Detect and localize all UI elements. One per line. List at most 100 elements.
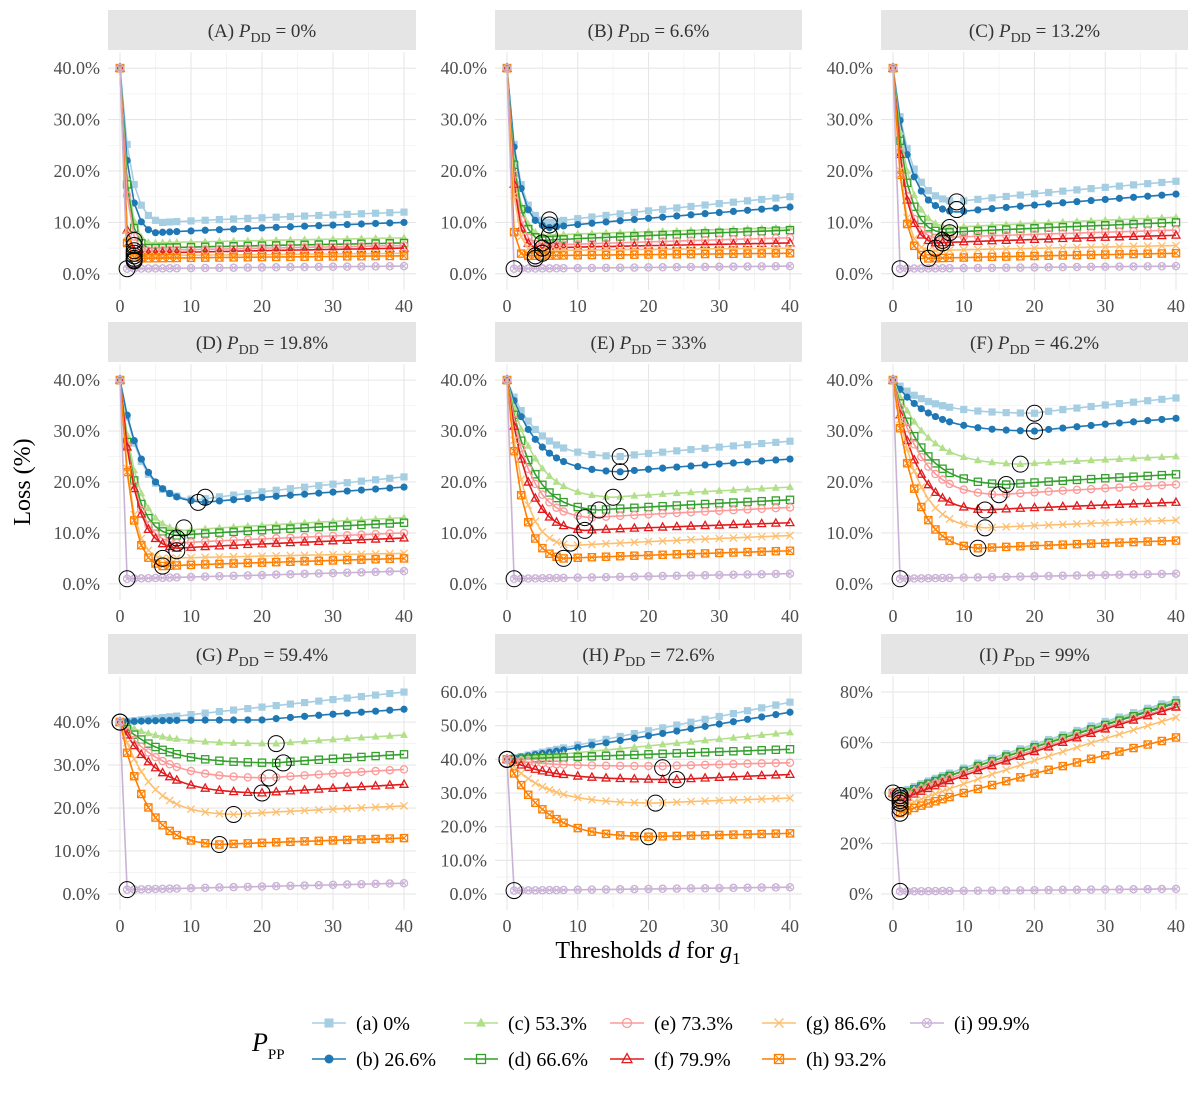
data-point [1016,488,1025,498]
data-point [1030,263,1039,272]
data-point [342,781,353,792]
data-point [658,884,667,894]
y-tick-label: 50.0% [441,716,488,736]
data-point [357,692,365,701]
data-point [573,752,583,762]
data-point [786,455,794,463]
data-point [573,502,583,512]
data-point [357,486,365,494]
data-point [537,503,548,513]
data-point [729,459,738,467]
data-point [286,738,295,746]
data-point [1072,743,1082,752]
data-point [172,762,182,772]
data-point [1129,242,1138,251]
data-point [1058,251,1068,260]
series-line [506,758,791,767]
data-point [400,473,408,481]
data-point [1058,486,1068,495]
data-point [243,252,253,262]
data-point [1087,456,1096,464]
data-point [144,717,152,725]
data-point [531,454,540,462]
x-tick-label: 30 [1096,296,1114,316]
data-point [285,537,296,547]
data-point [144,238,153,246]
data-point [785,503,795,512]
data-point [371,239,380,248]
data-point [329,710,337,718]
data-point [630,551,639,560]
data-point [586,771,597,781]
data-point [572,523,583,534]
data-point [509,446,519,456]
data-point [1143,481,1152,491]
optimum-marker [647,794,665,812]
data-point [931,219,940,227]
data-point [743,249,752,258]
data-point [1030,224,1039,233]
x-tick-label: 0 [116,606,125,626]
data-point [400,208,408,216]
data-point [1101,420,1109,428]
data-point [243,244,253,253]
y-tick-label: 30.0% [441,110,488,130]
data-point [385,519,395,528]
data-point [398,532,410,542]
data-point [1043,233,1054,243]
data-point [657,773,668,783]
data-point [314,755,324,764]
data-point [242,538,253,549]
data-point [945,246,954,255]
legend-label: (c) 53.3% [508,1013,587,1035]
data-point [1072,262,1082,272]
data-point [385,251,395,261]
data-point [186,805,196,814]
y-tick-label: 0.0% [450,884,488,904]
panel-g: (G) PDD = 59.4%0.0%10.0%20.0%30.0%40.0%0… [54,634,416,936]
data-point [1086,474,1096,484]
data-point [1044,520,1053,530]
data-point [243,809,252,818]
data-point [1001,231,1011,240]
x-tick-label: 10 [955,606,973,626]
data-point [630,263,639,272]
data-point [729,795,738,805]
data-point [1129,517,1138,526]
data-point [1015,234,1026,244]
data-point [916,468,927,478]
data-point [587,263,597,273]
data-point [144,884,153,894]
data-point [937,777,948,787]
data-point [200,537,210,546]
data-point [987,780,997,790]
data-point [1157,481,1167,490]
data-point [560,457,568,466]
data-point [960,207,968,215]
data-point [924,792,933,801]
data-point [328,522,338,531]
data-point [151,229,160,237]
data-point [657,239,668,249]
data-point [772,711,780,719]
data-point [357,835,366,844]
data-point [399,801,409,810]
data-point [658,230,667,240]
x-axis-title-sub: 1 [732,949,741,968]
data-point [384,242,395,252]
data-point [1016,427,1024,435]
data-point [1128,498,1139,508]
data-point [166,228,174,236]
data-point [1002,459,1011,467]
data-point [959,452,968,460]
data-point [973,775,982,784]
data-point [987,479,997,488]
data-point [1171,713,1181,722]
data-point [601,797,611,806]
data-point [630,831,639,841]
data-point [644,207,653,215]
data-point [1100,499,1111,509]
optimum-marker [526,249,544,267]
data-point [771,483,780,491]
panel-strip [881,10,1188,50]
